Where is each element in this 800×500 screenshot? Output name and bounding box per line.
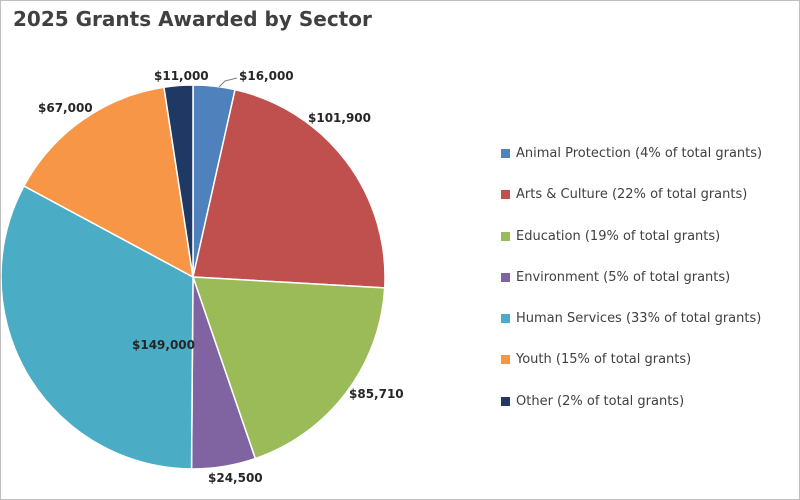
data-label-education: $85,710 bbox=[349, 387, 404, 401]
data-label-environment: $24,500 bbox=[208, 471, 263, 485]
legend-item: Animal Protection (4% of total grants) bbox=[501, 142, 796, 165]
legend-label: Youth (15% of total grants) bbox=[516, 352, 692, 368]
pie-slice-education bbox=[191, 276, 386, 460]
legend-label: Environment (5% of total grants) bbox=[516, 269, 731, 285]
legend-swatch bbox=[501, 231, 510, 241]
data-label-animal-protection: $16,000 bbox=[239, 69, 294, 83]
legend-label: Human Services (33% of total grants) bbox=[516, 311, 762, 327]
legend-swatch bbox=[501, 396, 510, 406]
legend-label: Animal Protection (4% of total grants) bbox=[516, 146, 763, 161]
legend-label: Education (19% of total grants) bbox=[516, 228, 721, 244]
legend-item: Education (19% of total grants) bbox=[501, 225, 796, 248]
pie-slice-human-services bbox=[1, 184, 194, 470]
data-label-youth: $67,000 bbox=[38, 101, 93, 115]
legend-swatch bbox=[501, 190, 510, 200]
data-label-arts-culture: $101,900 bbox=[308, 111, 371, 125]
data-label-other: $11,000 bbox=[154, 69, 209, 83]
legend-item: Environment (5% of total grants) bbox=[501, 266, 796, 289]
pie-slice-arts-culture bbox=[192, 88, 386, 289]
leader-line bbox=[218, 77, 238, 88]
legend-swatch bbox=[501, 355, 510, 365]
legend: Animal Protection (4% of total grants) Ar… bbox=[501, 142, 796, 431]
legend-item: Arts & Culture (22% of total grants) bbox=[501, 183, 796, 206]
legend-label: Other (2% of total grants) bbox=[516, 393, 685, 409]
legend-swatch bbox=[501, 272, 510, 282]
legend-item: Other (2% of total grants) bbox=[501, 390, 796, 413]
legend-item: Youth (15% of total grants) bbox=[501, 348, 796, 371]
legend-label: Arts & Culture (22% of total grants) bbox=[516, 187, 748, 203]
legend-swatch bbox=[501, 314, 510, 324]
data-label-human-services: $149,000 bbox=[132, 338, 195, 352]
chart-title: 2025 Grants Awarded by Sector bbox=[13, 7, 372, 31]
pie-slice-other bbox=[163, 84, 194, 278]
legend-swatch bbox=[501, 149, 510, 158]
legend-item: Human Services (33% of total grants) bbox=[501, 307, 796, 330]
pie-slice-youth bbox=[22, 86, 194, 279]
